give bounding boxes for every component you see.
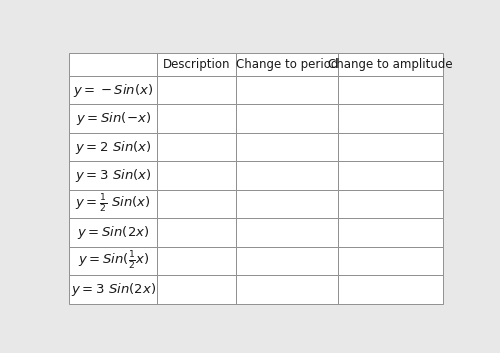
Text: $y = \frac{1}{2}\ \mathit{Sin}(x)$: $y = \frac{1}{2}\ \mathit{Sin}(x)$	[76, 193, 152, 215]
Bar	[338, 275, 443, 304]
Bar	[70, 275, 158, 304]
Text: $y = \mathit{Sin}(-x)$: $y = \mathit{Sin}(-x)$	[76, 110, 151, 127]
Bar	[70, 161, 158, 190]
Bar	[158, 218, 236, 247]
Bar	[236, 53, 339, 76]
Bar	[158, 76, 236, 104]
Text: Change to amplitude: Change to amplitude	[328, 58, 453, 71]
Text: $y = 3\ \mathit{Sin}(x)$: $y = 3\ \mathit{Sin}(x)$	[75, 167, 152, 184]
Bar	[158, 133, 236, 161]
Bar	[338, 247, 443, 275]
Text: $y = \mathit{Sin}(2x)$: $y = \mathit{Sin}(2x)$	[77, 224, 150, 241]
Bar	[236, 275, 339, 304]
Bar	[70, 247, 158, 275]
Bar	[338, 133, 443, 161]
Bar	[158, 275, 236, 304]
Bar	[236, 218, 339, 247]
Bar	[158, 53, 236, 76]
Bar	[158, 104, 236, 133]
Bar	[236, 161, 339, 190]
Bar	[338, 53, 443, 76]
Bar	[158, 161, 236, 190]
Bar	[338, 76, 443, 104]
Bar	[236, 247, 339, 275]
Text: Change to period: Change to period	[236, 58, 338, 71]
Bar	[158, 190, 236, 218]
Text: $y = -\mathit{Sin}(x)$: $y = -\mathit{Sin}(x)$	[74, 82, 154, 98]
Bar	[236, 104, 339, 133]
Bar	[70, 218, 158, 247]
Text: $y = 3\ \mathit{Sin}(2x)$: $y = 3\ \mathit{Sin}(2x)$	[71, 281, 156, 298]
Bar	[70, 133, 158, 161]
Text: $y = \mathit{Sin}(\frac{1}{2}x)$: $y = \mathit{Sin}(\frac{1}{2}x)$	[78, 250, 149, 272]
Bar	[338, 104, 443, 133]
Bar	[338, 190, 443, 218]
Bar	[338, 218, 443, 247]
Bar	[70, 104, 158, 133]
Bar	[158, 247, 236, 275]
Text: $y = 2\ \mathit{Sin}(x)$: $y = 2\ \mathit{Sin}(x)$	[75, 139, 152, 156]
Bar	[338, 161, 443, 190]
Bar	[70, 76, 158, 104]
Bar	[70, 190, 158, 218]
Bar	[236, 190, 339, 218]
Bar	[236, 133, 339, 161]
Text: Description: Description	[162, 58, 230, 71]
Bar	[236, 76, 339, 104]
Bar	[70, 53, 158, 76]
